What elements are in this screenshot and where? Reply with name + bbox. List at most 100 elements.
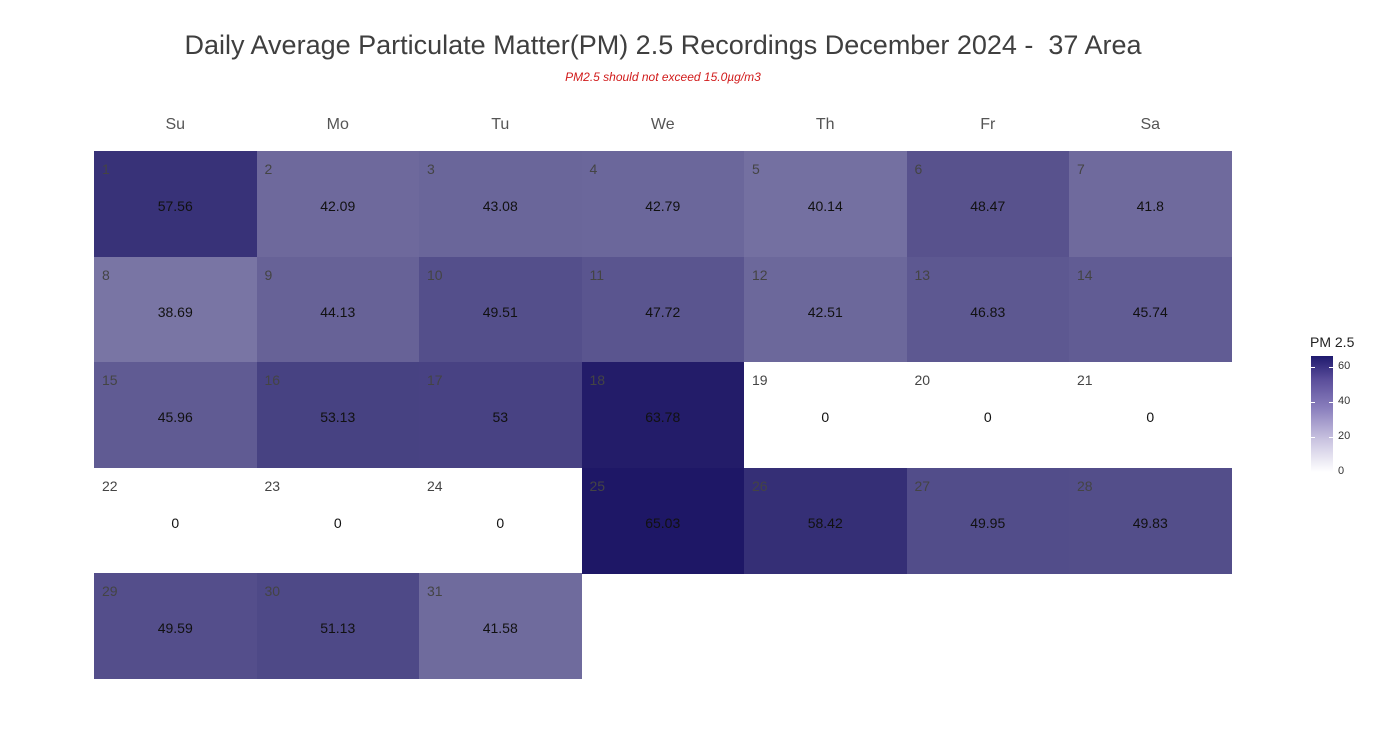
day-cell-27 <box>906 467 1070 574</box>
weekday-label-fr: Fr <box>980 116 996 133</box>
weekday-label-su: Su <box>165 116 186 133</box>
day-number-label: 4 <box>589 161 598 177</box>
day-number-label: 18 <box>589 372 606 389</box>
day-number-label: 6 <box>914 161 923 177</box>
day-value-label: 0 <box>1146 409 1155 426</box>
chart-title: Daily Average Particulate Matter(PM) 2.5… <box>184 30 1142 60</box>
day-value-label: 49.59 <box>157 620 193 637</box>
day-number-label: 17 <box>427 372 443 389</box>
day-cell-30 <box>256 573 420 680</box>
day-cell-26 <box>744 467 907 574</box>
day-cell-18 <box>581 362 745 469</box>
day-cell-5 <box>744 151 907 258</box>
day-cell-20 <box>906 362 1070 469</box>
day-value-label: 46.83 <box>970 303 1006 320</box>
day-cell-4 <box>581 151 745 258</box>
legend-tick-label: 40 <box>1338 394 1351 407</box>
day-cell-13 <box>906 256 1070 363</box>
day-value-label: 49.83 <box>1132 514 1168 531</box>
legend-tick-label: 0 <box>1338 465 1345 477</box>
day-value-label: 63.78 <box>645 409 681 426</box>
weekday-label-sa: Sa <box>1140 116 1161 133</box>
day-cell-29 <box>94 573 257 680</box>
day-number-label: 2 <box>264 161 273 177</box>
day-number-label: 28 <box>1077 477 1093 494</box>
day-cell-16 <box>256 362 420 469</box>
day-cell-28 <box>1069 467 1232 574</box>
day-number-label: 19 <box>752 372 768 389</box>
day-value-label: 43.08 <box>482 198 518 214</box>
day-cell-3 <box>419 151 582 258</box>
day-cell-21 <box>1069 362 1232 469</box>
day-number-label: 5 <box>752 161 760 177</box>
day-number-label: 26 <box>752 477 768 494</box>
day-value-label: 40.14 <box>807 198 843 214</box>
weekday-label-th: Th <box>815 116 835 133</box>
day-cell-7 <box>1069 151 1232 258</box>
day-cell-6 <box>906 151 1070 258</box>
day-value-label: 65.03 <box>645 514 681 531</box>
day-value-label: 42.79 <box>645 198 681 214</box>
day-number-label: 30 <box>264 583 281 600</box>
day-cell-12 <box>744 256 907 363</box>
day-number-label: 7 <box>1077 161 1085 177</box>
day-number-label: 13 <box>914 266 931 283</box>
day-cell-2 <box>256 151 420 258</box>
day-value-label: 58.42 <box>807 514 843 531</box>
day-cell-15 <box>94 362 257 469</box>
day-number-label: 23 <box>264 477 281 494</box>
day-cell-17 <box>419 362 582 469</box>
day-value-label: 38.69 <box>157 303 193 320</box>
day-value-label: 0 <box>496 514 505 531</box>
day-cell-1 <box>94 151 257 258</box>
day-number-label: 8 <box>102 266 110 283</box>
day-value-label: 57.56 <box>157 198 193 214</box>
day-number-label: 27 <box>914 477 931 494</box>
day-value-label: 53.13 <box>320 409 356 426</box>
legend-color-bar <box>1311 356 1333 472</box>
day-cell-8 <box>94 256 257 363</box>
day-cell-22 <box>94 467 257 574</box>
chart-subtitle: PM2.5 should not exceed 15.0µg/m3 <box>565 70 761 84</box>
day-cell-25 <box>581 467 745 574</box>
day-value-label: 49.95 <box>970 514 1006 531</box>
day-number-label: 20 <box>914 372 931 389</box>
day-cell-11 <box>581 256 745 363</box>
day-number-label: 11 <box>589 266 605 283</box>
day-value-label: 48.47 <box>970 198 1006 214</box>
day-number-label: 9 <box>264 266 273 283</box>
day-value-label: 0 <box>821 409 830 426</box>
day-value-label: 53 <box>492 409 509 426</box>
day-value-label: 41.8 <box>1136 198 1164 214</box>
day-value-label: 0 <box>171 514 180 531</box>
day-value-label: 42.09 <box>320 198 356 214</box>
day-value-label: 47.72 <box>645 303 681 320</box>
legend-title: PM 2.5 <box>1310 334 1355 350</box>
day-number-label: 25 <box>589 477 606 494</box>
day-number-label: 31 <box>427 583 443 600</box>
day-value-label: 45.74 <box>1132 303 1168 320</box>
day-value-label: 45.96 <box>157 409 193 426</box>
day-number-label: 14 <box>1077 266 1093 283</box>
legend-tick-label: 20 <box>1338 429 1351 442</box>
day-cell-31 <box>419 573 582 680</box>
day-number-label: 16 <box>264 372 281 389</box>
day-number-label: 1 <box>102 161 110 177</box>
day-cell-24 <box>419 467 582 574</box>
day-number-label: 10 <box>427 266 443 283</box>
weekday-label-we: We <box>650 116 675 133</box>
day-number-label: 24 <box>427 477 443 494</box>
day-value-label: 41.58 <box>482 620 518 637</box>
day-value-label: 42.51 <box>807 303 843 320</box>
day-number-label: 12 <box>752 266 768 283</box>
day-value-label: 51.13 <box>320 620 356 637</box>
day-number-label: 3 <box>427 161 435 177</box>
weekday-label-mo: Mo <box>326 116 349 133</box>
weekday-label-tu: Tu <box>491 116 510 133</box>
day-cell-14 <box>1069 256 1232 363</box>
day-value-label: 49.51 <box>482 303 518 320</box>
color-legend: PM 2.5 0 20 40 60 <box>1300 334 1380 484</box>
day-number-label: 15 <box>102 372 118 389</box>
day-value-label: 0 <box>333 514 342 531</box>
